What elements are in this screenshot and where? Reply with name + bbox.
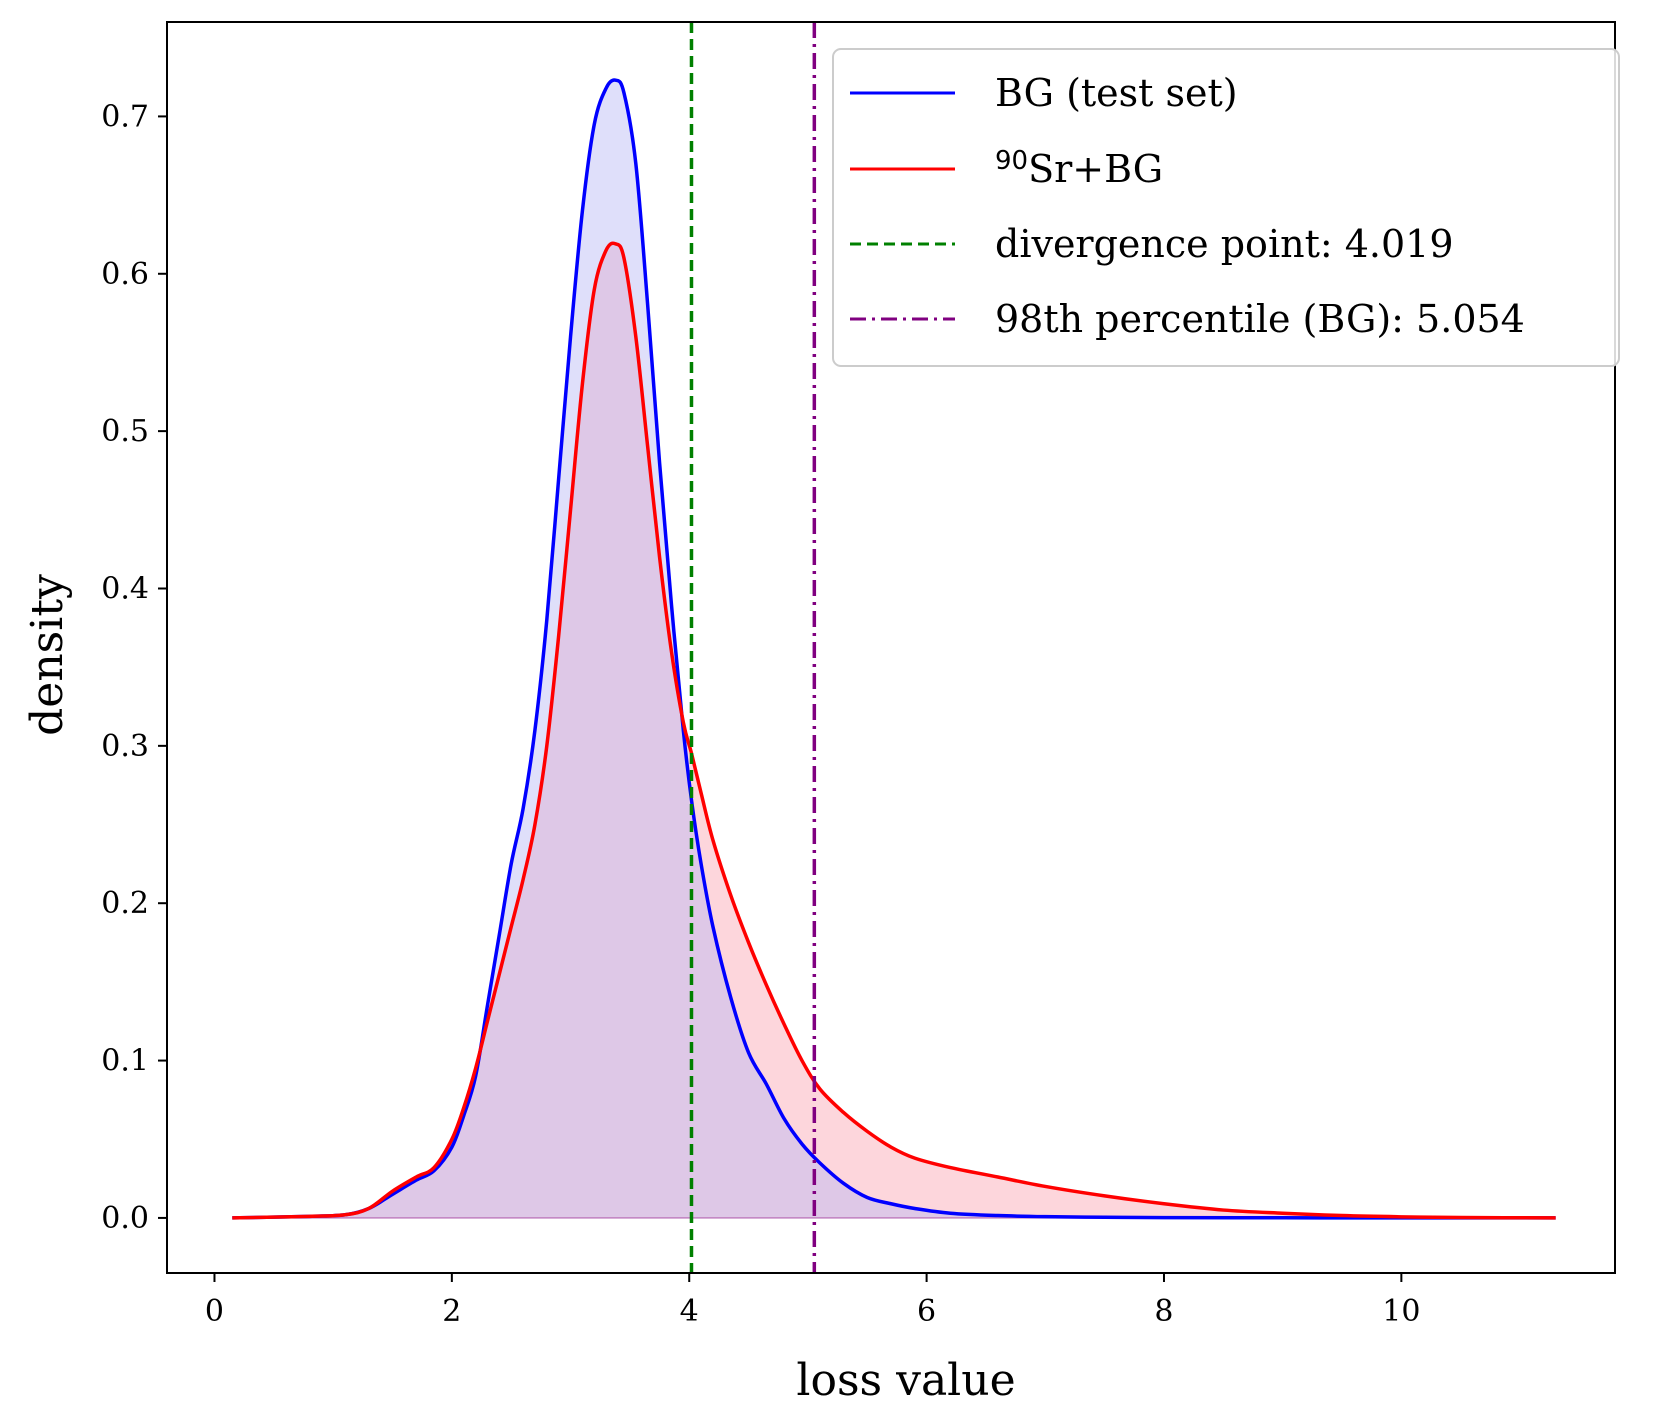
legend-divergence-label: divergence point: 4.019 — [995, 222, 1454, 266]
legend-percentile-label: 98th percentile (BG): 5.054 — [995, 297, 1525, 341]
line-sr-bg — [232, 241, 1556, 1220]
legend-bg-label: BG (test set) — [995, 71, 1238, 115]
legend-sr-text: Sr+BG — [1028, 147, 1163, 191]
x-tick-label: 10 — [1382, 1294, 1420, 1329]
y-tick-label: 0.7 — [101, 99, 149, 134]
density-lines — [232, 78, 1556, 1220]
y-axis-label: density — [22, 574, 73, 736]
y-tick-label: 0.3 — [101, 729, 149, 764]
area-bg — [232, 80, 1556, 1218]
y-tick-label: 0.0 — [101, 1201, 149, 1236]
y-axis-ticks: 0.0 0.1 0.2 0.3 0.4 0.5 0.6 0.7 — [101, 99, 167, 1236]
x-axis-ticks: 0 2 4 6 8 10 — [205, 1273, 1420, 1329]
reference-lines — [689, 22, 817, 1273]
y-tick-label: 0.2 — [101, 886, 149, 921]
legend-box — [832, 48, 1620, 367]
x-tick-label: 8 — [1154, 1294, 1173, 1329]
x-tick-label: 0 — [205, 1294, 224, 1329]
x-axis-label: loss value — [796, 1355, 1015, 1406]
plot-frame — [166, 21, 1616, 1274]
legend: BG (test set) 90Sr+BG divergence point: … — [832, 48, 1620, 367]
y-tick-label: 0.5 — [101, 414, 149, 449]
legend-sr-label: 90Sr+BG — [995, 146, 1163, 191]
y-tick-label: 0.1 — [101, 1044, 149, 1079]
legend-sr-superscript: 90 — [995, 146, 1028, 176]
area-sr-bg — [232, 243, 1556, 1218]
y-tick-label: 0.6 — [101, 257, 149, 292]
line-bg — [232, 78, 1556, 1220]
x-tick-label: 6 — [917, 1294, 936, 1329]
x-tick-label: 4 — [680, 1294, 699, 1329]
y-tick-label: 0.4 — [101, 571, 149, 606]
x-tick-label: 2 — [442, 1294, 461, 1329]
